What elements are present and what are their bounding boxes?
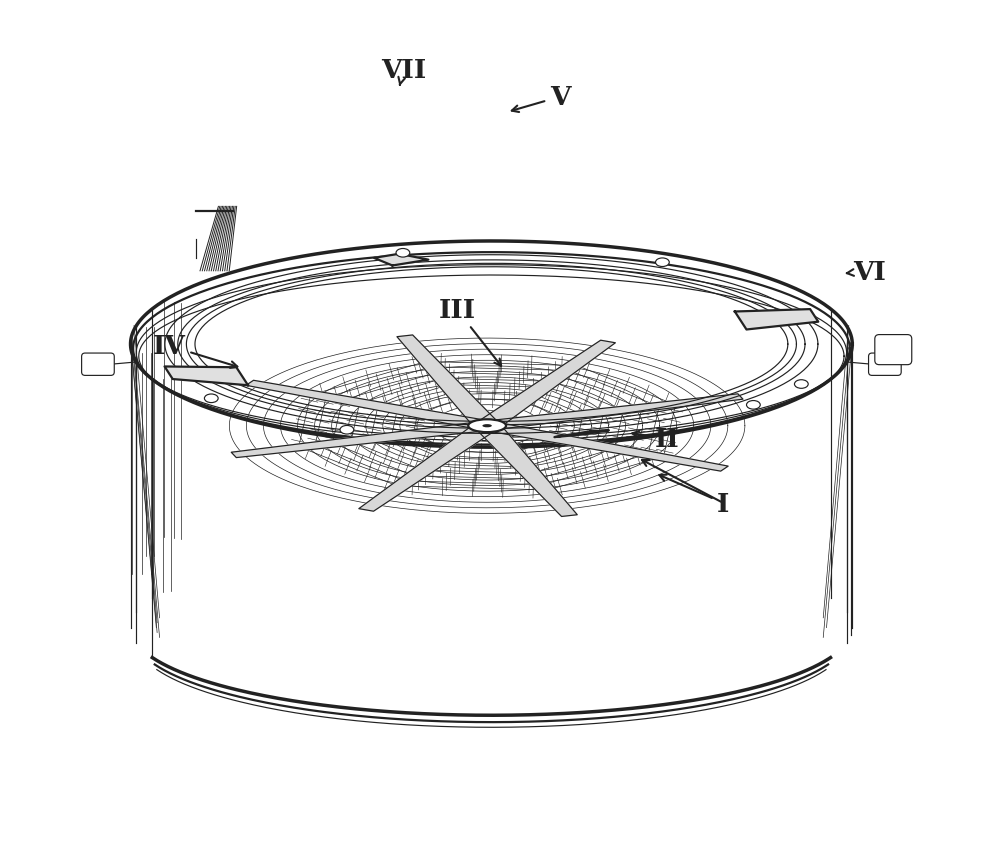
Ellipse shape xyxy=(340,426,354,435)
Polygon shape xyxy=(483,394,743,430)
Ellipse shape xyxy=(468,420,506,432)
Polygon shape xyxy=(397,336,500,428)
Text: I: I xyxy=(659,475,730,516)
Polygon shape xyxy=(474,424,577,517)
Text: IV: IV xyxy=(153,334,237,369)
Text: VI: VI xyxy=(847,259,886,284)
Polygon shape xyxy=(475,341,615,428)
Text: III: III xyxy=(438,298,501,367)
Ellipse shape xyxy=(204,394,218,403)
Ellipse shape xyxy=(746,401,760,410)
Polygon shape xyxy=(246,381,493,430)
Polygon shape xyxy=(165,367,248,386)
Polygon shape xyxy=(359,424,499,511)
Text: V: V xyxy=(512,85,570,113)
Text: II: II xyxy=(632,426,680,451)
Polygon shape xyxy=(374,255,428,266)
Ellipse shape xyxy=(396,249,410,257)
Ellipse shape xyxy=(656,258,669,267)
Polygon shape xyxy=(231,422,491,458)
Polygon shape xyxy=(554,430,609,437)
FancyBboxPatch shape xyxy=(869,354,901,376)
FancyBboxPatch shape xyxy=(875,335,912,365)
Text: VII: VII xyxy=(381,58,426,86)
Ellipse shape xyxy=(482,424,492,428)
Ellipse shape xyxy=(794,381,808,389)
FancyBboxPatch shape xyxy=(82,354,114,376)
Polygon shape xyxy=(735,310,818,330)
Polygon shape xyxy=(481,422,728,472)
